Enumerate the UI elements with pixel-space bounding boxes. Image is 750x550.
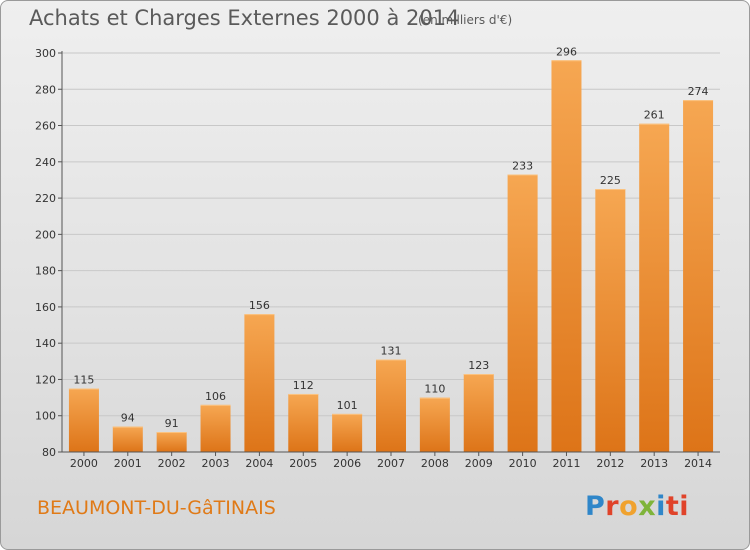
bar <box>463 374 494 452</box>
labels: 80 100 120 140 160 180 200 220 240 260 280 300 115 20… <box>35 45 712 470</box>
bar-value-label: 156 <box>249 299 270 312</box>
x-tick-label: 2013 <box>640 457 668 470</box>
x-tick-label: 2008 <box>421 457 449 470</box>
x-tick-label: 2014 <box>684 457 712 470</box>
bar <box>112 426 143 452</box>
logo-letter: x <box>638 491 657 522</box>
x-tick-label: 2004 <box>245 457 273 470</box>
bar-value-label: 101 <box>337 399 358 412</box>
y-tick-label: 240 <box>35 156 56 169</box>
x-tick-label: 2006 <box>333 457 361 470</box>
bar-value-label: 94 <box>121 412 135 425</box>
y-tick-label: 100 <box>35 410 56 423</box>
y-tick-label: 140 <box>35 337 56 350</box>
bar-value-label: 115 <box>73 374 94 387</box>
bar-value-label: 112 <box>293 379 314 392</box>
y-tick-label: 80 <box>42 446 56 459</box>
bar <box>551 60 582 452</box>
bar-value-label: 123 <box>468 359 489 372</box>
bar-value-label: 225 <box>600 174 621 187</box>
bar-value-label: 110 <box>424 383 445 396</box>
logo-letter: P <box>585 491 606 522</box>
y-tick-label: 200 <box>35 228 56 241</box>
bar <box>376 359 406 452</box>
bar <box>244 314 275 452</box>
bars <box>68 60 714 453</box>
bar <box>68 388 99 452</box>
x-tick-label: 2000 <box>70 457 98 470</box>
bar-value-label: 233 <box>512 160 533 173</box>
y-tick-label: 180 <box>35 265 56 278</box>
x-tick-label: 2002 <box>158 457 186 470</box>
bar <box>200 404 231 452</box>
chart-unit: (en milliers d'€) <box>418 13 513 27</box>
x-tick-label: 2005 <box>289 457 317 470</box>
logo-letter: ti <box>665 491 690 522</box>
x-tick-label: 2010 <box>509 457 537 470</box>
logo-letter: o <box>619 491 639 522</box>
bar <box>639 123 670 453</box>
bar <box>332 413 363 452</box>
commune-name: BEAUMONT-DU-GâTINAIS <box>37 497 276 519</box>
bar <box>156 432 187 452</box>
y-tick-label: 300 <box>35 47 56 60</box>
y-tick-label: 160 <box>35 301 56 314</box>
chart-title: Achats et Charges Externes 2000 à 2014 <box>29 6 460 30</box>
x-tick-label: 2007 <box>377 457 405 470</box>
bar <box>419 397 450 452</box>
axes <box>58 51 720 456</box>
bar <box>595 189 626 453</box>
bar-value-label: 296 <box>556 45 577 58</box>
bar <box>507 174 538 452</box>
bar-value-label: 274 <box>688 85 709 98</box>
logo-letter: r <box>605 491 620 522</box>
bar-value-label: 261 <box>644 109 665 122</box>
y-tick-label: 280 <box>35 83 56 96</box>
x-tick-label: 2003 <box>202 457 230 470</box>
proxiti-logo[interactable]: Proxiti <box>585 491 689 522</box>
y-tick-label: 220 <box>35 192 56 205</box>
bar <box>288 393 319 452</box>
bar <box>683 100 714 453</box>
bar-value-label: 131 <box>381 345 402 358</box>
y-tick-label: 260 <box>35 120 56 133</box>
y-tick-label: 120 <box>35 373 56 386</box>
x-tick-label: 2009 <box>465 457 493 470</box>
logo-letter: i <box>656 491 666 522</box>
x-tick-label: 2001 <box>114 457 142 470</box>
bar-value-label: 106 <box>205 390 226 403</box>
x-tick-label: 2011 <box>552 457 580 470</box>
bar-value-label: 91 <box>165 417 179 430</box>
x-tick-label: 2012 <box>596 457 624 470</box>
